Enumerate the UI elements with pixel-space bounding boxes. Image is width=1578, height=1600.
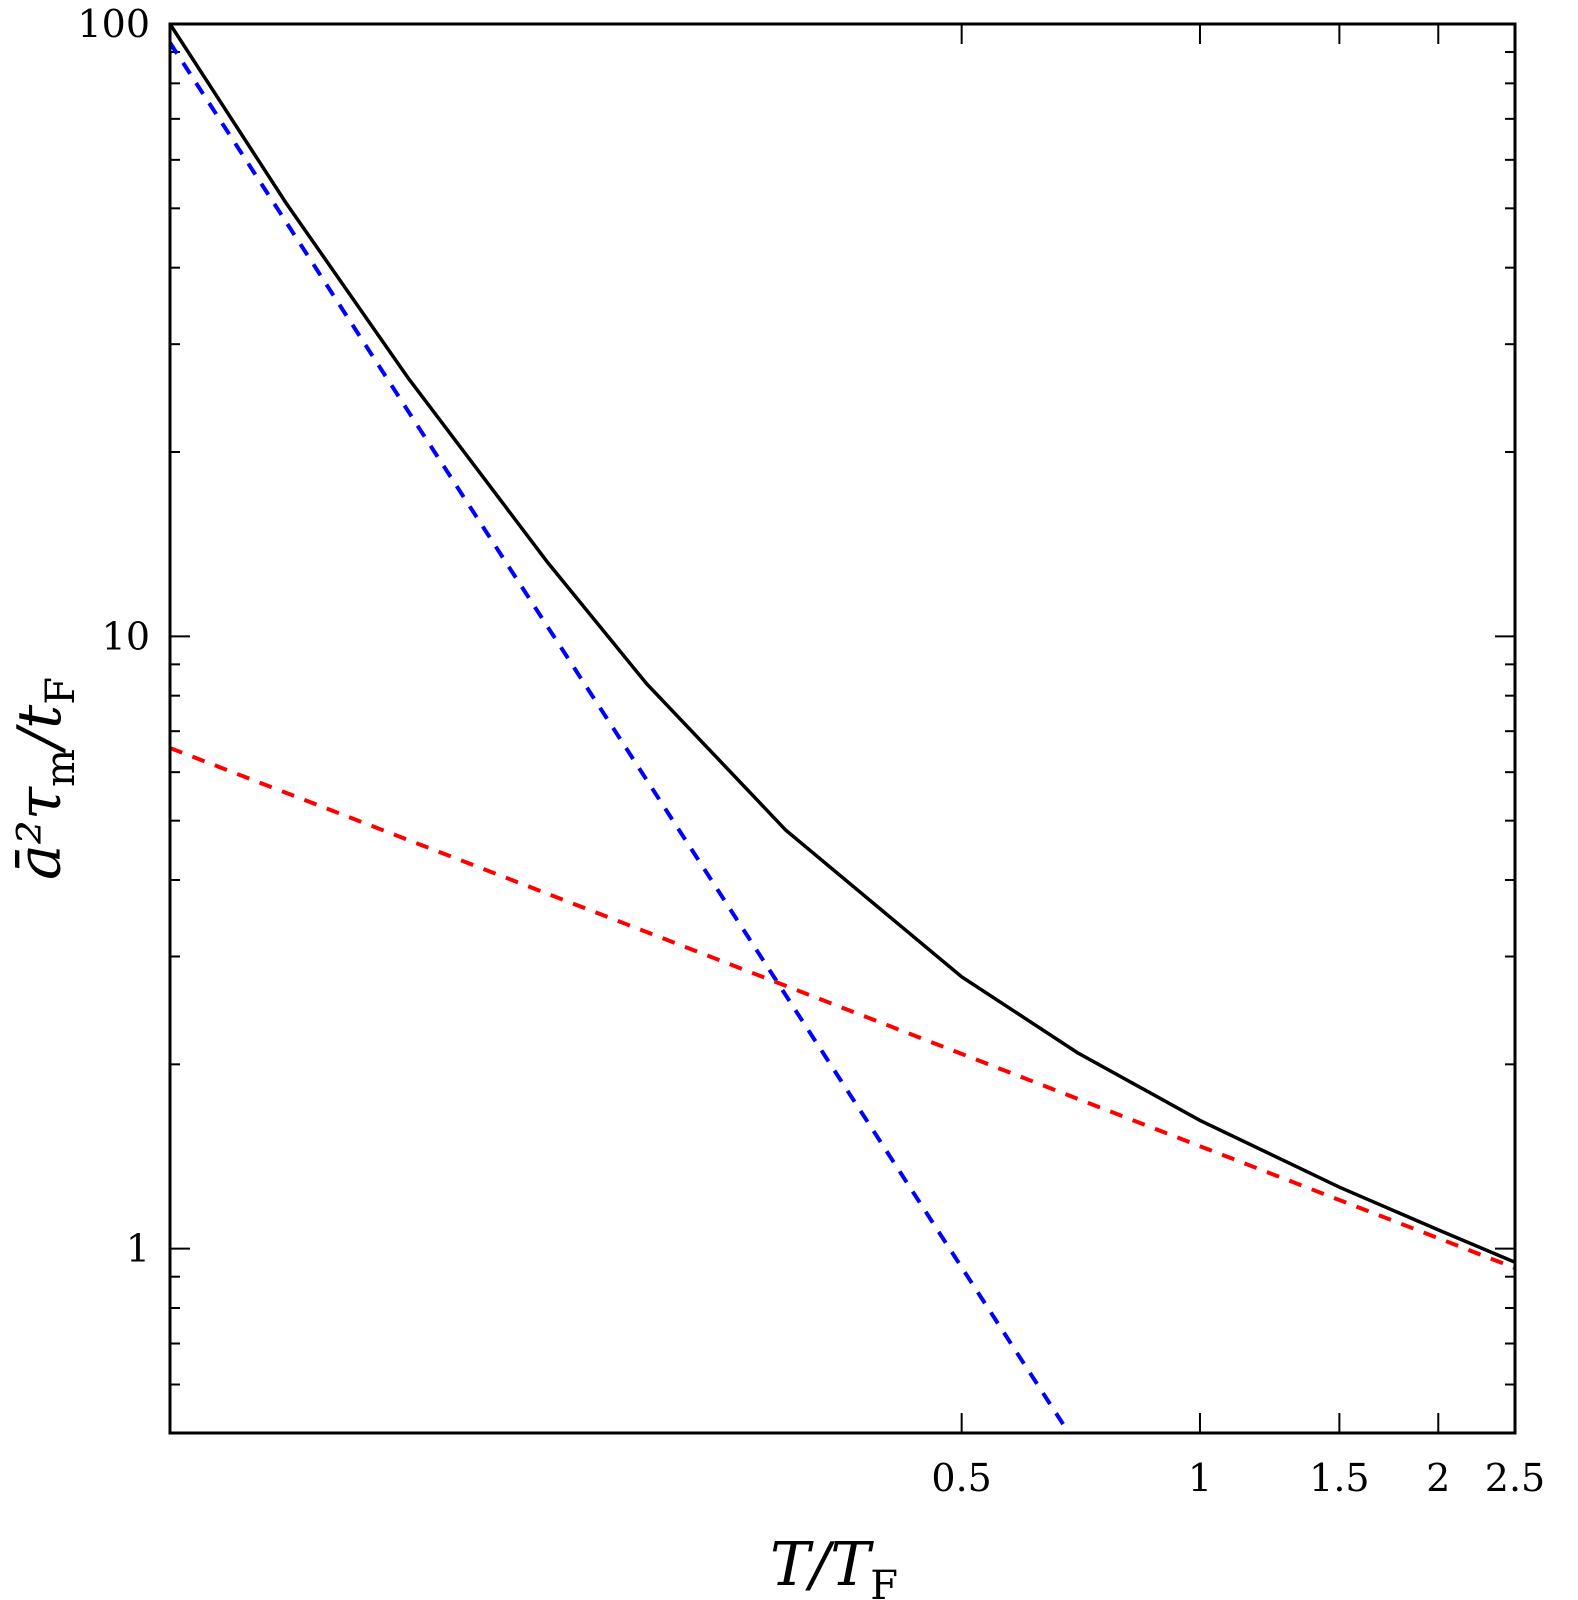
tick-labels: 0.5 1 1.5 2 2.5 1 10 100 [77,2,1545,1500]
x-tick-label: 1 [1188,1456,1212,1500]
x-axis-label: T/TF [770,1530,898,1600]
x-tick-label: 2.5 [1485,1456,1545,1500]
y-tick-label: 1 [126,1227,150,1271]
series-layer [170,24,1515,1433]
y-tick-label: 10 [102,614,150,658]
y-tick-label: 100 [77,2,150,46]
x-tick-label: 1.5 [1309,1456,1369,1500]
ticks [170,23,1516,1433]
series-low-t-asymptote [170,41,1072,1433]
y-axis-label: ā²τm/tF [5,677,84,880]
x-tick-label: 2 [1426,1456,1450,1500]
series-total [170,24,1515,1264]
plot-frame [168,22,1517,1435]
x-tick-label: 0.5 [931,1456,991,1500]
series-high-t-asymptote [170,746,1515,1270]
